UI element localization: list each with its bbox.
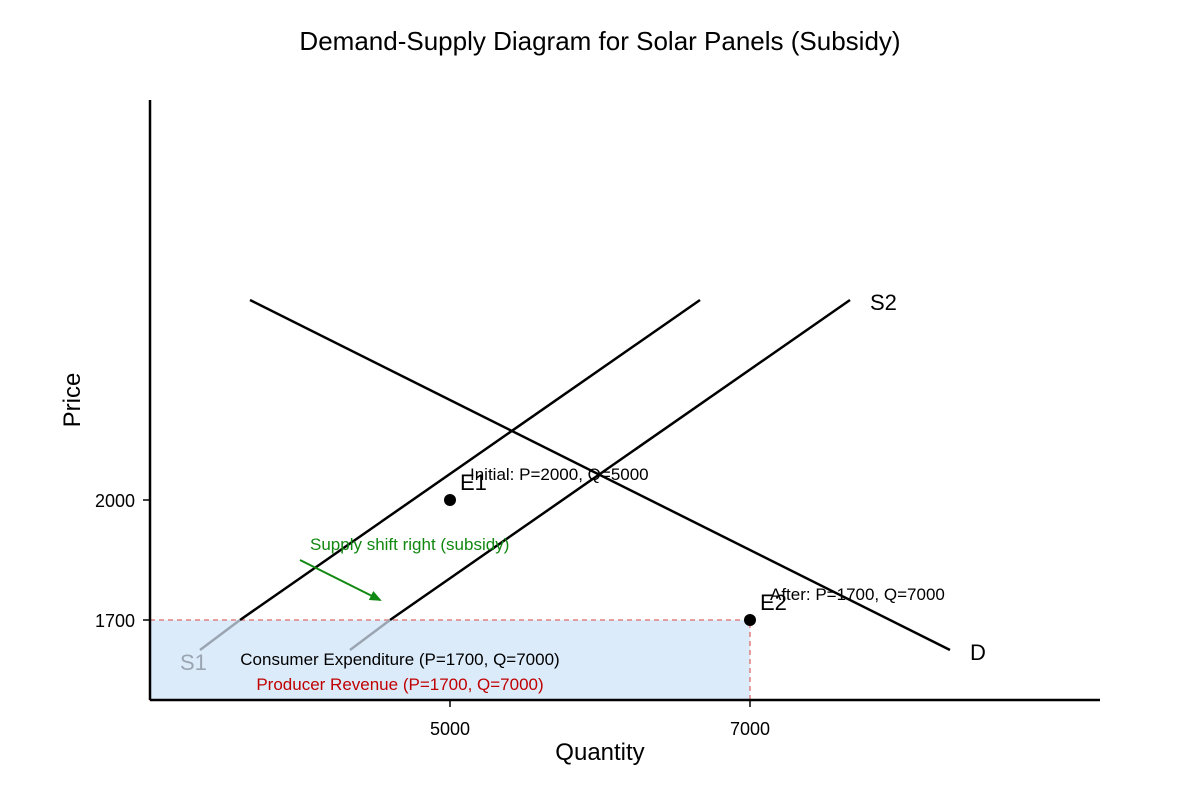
expenditure-area — [149, 619, 751, 701]
producer-revenue-label: Producer Revenue (P=1700, Q=7000) — [256, 675, 543, 694]
shift-arrow — [299, 559, 382, 601]
supply-curve-s2 — [389, 298, 851, 622]
supply-curve-s2-tail — [349, 619, 391, 651]
demand-curve — [249, 298, 951, 652]
x-tick-label-5000: 5000 — [430, 719, 470, 739]
e2-note: After: P=1700, Q=7000 — [770, 585, 945, 604]
e2-label: E2 — [760, 590, 787, 615]
consumer-expenditure-label: Consumer Expenditure (P=1700, Q=7000) — [240, 650, 559, 669]
s2-label: S2 — [870, 290, 897, 315]
y-axis-label: Price — [59, 373, 86, 428]
x-axis-label: Quantity — [555, 739, 644, 766]
e1-label: E1 — [460, 470, 487, 495]
y-tick-label-1700: 1700 — [95, 611, 135, 631]
equilibrium-point-e1 — [444, 494, 456, 506]
s1-label: S1 — [180, 650, 207, 675]
shift-annotation: Supply shift right (subsidy) — [310, 535, 509, 554]
supply-curve-s1 — [239, 298, 701, 622]
e1-note: Initial: P=2000, Q=5000 — [470, 465, 649, 484]
y-tick-label-2000: 2000 — [95, 491, 135, 511]
diagram-title: Demand-Supply Diagram for Solar Panels (… — [299, 26, 900, 56]
supply-curve-s1-tail — [199, 619, 241, 651]
equilibrium-point-e2 — [744, 614, 756, 626]
d-label: D — [970, 640, 986, 665]
x-tick-label-7000: 7000 — [730, 719, 770, 739]
